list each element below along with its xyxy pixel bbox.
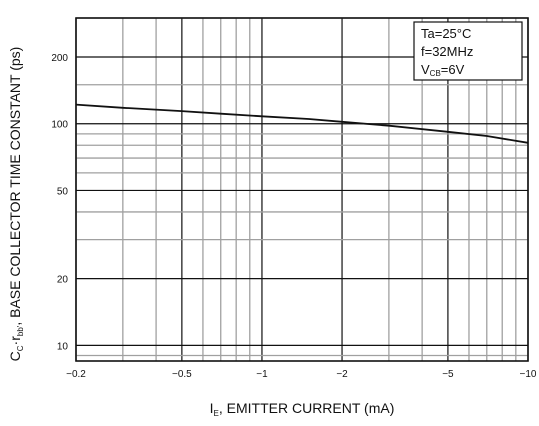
x-tick-label: −1 [256,369,268,380]
tick-labels: −0.2 −0.5 −1 −2 −5 −10 10 20 50 100 200 [51,53,537,380]
conditions-box: Ta=25°C f=32MHz VCB=6V [413,21,523,81]
condition-temperature: Ta=25°C [421,26,471,41]
series-line [75,103,529,144]
plot-frame [75,17,529,362]
x-tick-label: −0.5 [172,369,192,380]
x-axis-label: IE, EMITTER CURRENT (mA) [210,400,395,418]
y-tick-label: 50 [57,186,69,197]
condition-voltage: VCB=6V [421,62,465,78]
conditions-box-frame [413,21,523,81]
y-tick-label: 10 [57,341,69,352]
y-tick-label: 100 [51,120,68,131]
series [75,103,529,144]
y-axis-label: CC·rbb', BASE COLLECTOR TIME CONSTANT (p… [7,47,25,362]
condition-frequency: f=32MHz [421,44,473,59]
x-tick-label: −5 [442,369,454,380]
x-tick-label: −10 [520,369,537,380]
y-tick-label: 20 [57,275,69,286]
x-tick-label: −2 [336,369,348,380]
x-tick-label: −0.2 [66,369,86,380]
y-tick-label: 200 [51,53,68,64]
